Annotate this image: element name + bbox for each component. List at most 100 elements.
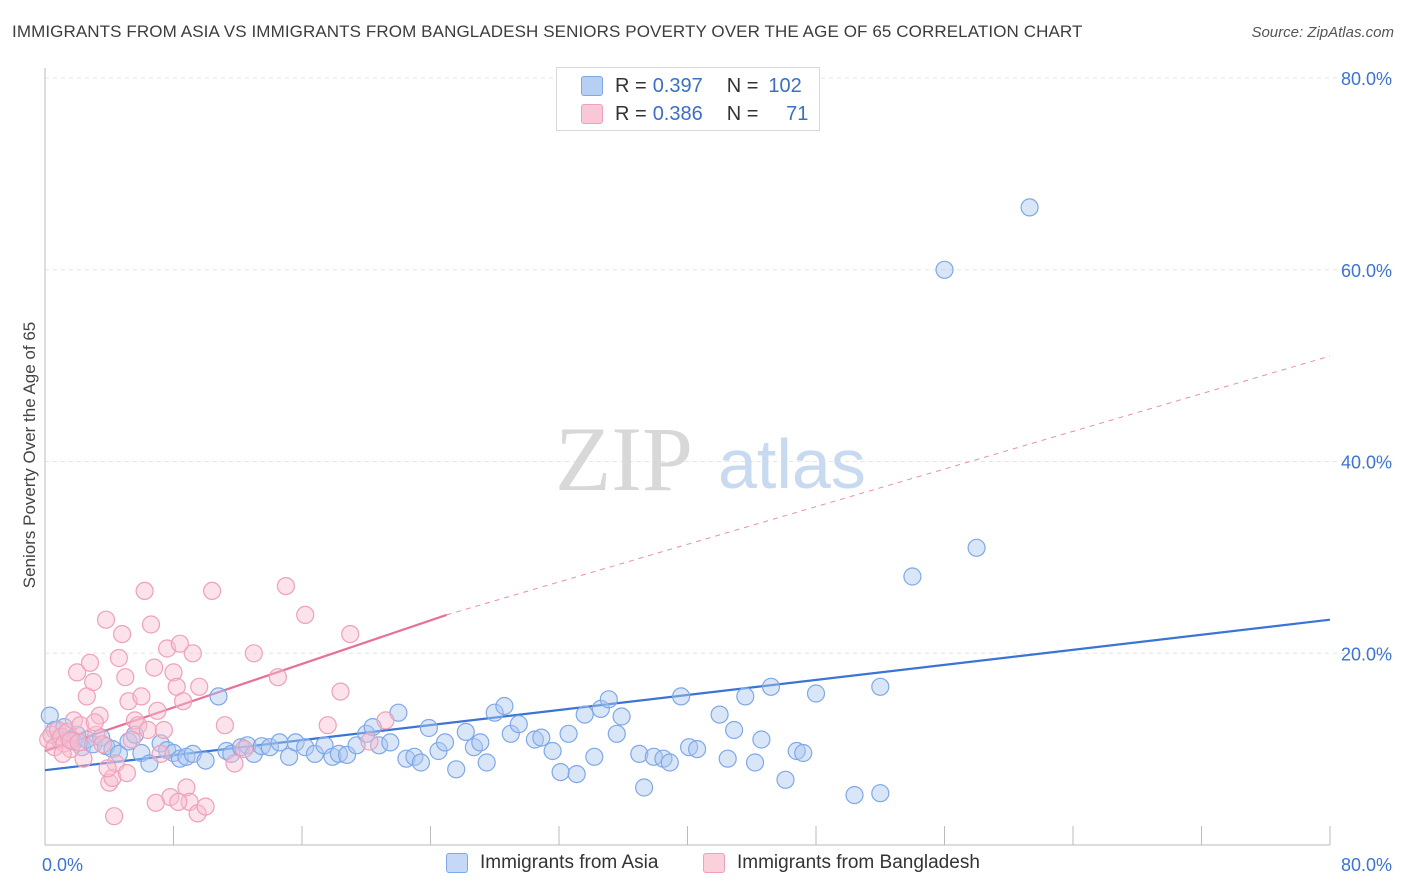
point-bangladesh [360,732,379,751]
legend-item-asia[interactable]: Immigrants from Asia [446,852,658,874]
legend-n-value: 71 [786,102,809,125]
chart-title: IMMIGRANTS FROM ASIA VS IMMIGRANTS FROM … [12,22,1083,41]
point-bangladesh [170,634,189,653]
y-tick-label: 40.0% [1341,453,1392,473]
legend-item-bangladesh[interactable]: Immigrants from Bangladesh [703,852,980,874]
point-bangladesh [100,773,119,792]
legend-row-asia: R = 0.397 N = 102 [581,73,802,99]
point-asia [567,764,586,784]
point-asia [660,753,679,772]
point-asia [92,728,111,747]
point-bangladesh [129,716,148,735]
point-asia [575,705,594,724]
point-bangladesh [225,754,244,773]
y-tick-label: 60.0% [1341,261,1392,281]
trend-line-bangladesh [44,613,447,753]
point-asia [447,760,466,779]
point-bangladesh [177,778,196,797]
point-bangladesh [109,648,129,668]
x-tick-label: 0.0% [42,855,83,875]
series-legend: Immigrants from Asia Immigrants from Ban… [0,852,1406,878]
point-asia [634,778,654,797]
legend-swatch-bangladesh [581,104,603,124]
point-bangladesh [80,653,100,672]
point-asia [559,724,578,743]
legend-label-bangladesh: Immigrants from Bangladesh [737,852,980,873]
point-asia [209,687,228,706]
legend-r-label: R = [615,74,647,97]
point-bangladesh [148,701,167,720]
point-asia [270,733,289,752]
point-asia [525,730,545,749]
legend-swatch-bangladesh [703,853,725,873]
tick-labels: 20.0% 40.0% 60.0% 80.0% 0.0% 80.0% [42,69,1392,875]
point-bangladesh [296,605,315,625]
trend-line-bangladesh-extension [446,355,1331,616]
point-asia [260,738,279,757]
trend-lines [44,355,1331,772]
point-asia [495,696,514,716]
point-bangladesh [190,677,209,696]
x-tick-label: 80.0% [1341,855,1392,875]
point-asia [286,733,305,752]
point-asia [509,715,528,734]
point-asia [370,736,389,755]
legend-r-label: R = [615,102,647,125]
trend-line-asia [44,618,1331,772]
point-asia [119,732,138,751]
legend-r-value: 0.386 [652,102,703,125]
y-tick-label: 20.0% [1341,644,1392,664]
point-asia [806,684,826,703]
watermark: ZIP atlas [555,408,866,510]
point-bangladesh [376,711,395,730]
point-bangladesh [146,793,165,812]
point-asia [630,744,649,764]
point-bangladesh [74,749,93,768]
point-asia [456,722,475,742]
legend-n-label: N = [726,102,759,125]
point-asia [109,744,129,764]
legend-label-asia: Immigrants from Asia [480,852,659,873]
gridlines [45,77,1392,654]
point-bangladesh [67,663,87,682]
correlation-legend: R = 0.397 N = 102 R = 0.386 N = 71 [556,67,820,131]
point-bangladesh [84,672,103,692]
point-bangladesh [196,797,215,816]
point-asia [40,706,59,725]
point-bangladesh [85,713,104,732]
point-bangladesh [215,716,234,735]
point-bangladesh [53,744,72,764]
y-tick-label: 80.0% [1341,69,1392,89]
point-bangladesh [116,668,135,687]
point-bangladesh [138,720,157,740]
point-asia [745,753,765,772]
point-bangladesh [341,624,360,644]
point-bangladesh [164,663,183,682]
point-bangladesh [331,682,350,701]
legend-n-label: N = [726,74,759,97]
point-asia [532,728,551,747]
point-asia [903,567,922,586]
point-asia [967,538,986,557]
data-points [39,198,1039,826]
point-bangladesh [244,644,263,663]
point-bangladesh [132,687,151,706]
point-bangladesh [154,720,173,740]
legend-r-value: 0.397 [652,74,703,97]
point-bangladesh [318,716,337,735]
point-asia [871,784,890,803]
point-asia [871,677,890,696]
point-bangladesh [69,733,88,752]
point-asia [381,733,400,752]
point-asia [935,260,954,279]
point-asia [296,738,315,757]
point-bangladesh [151,744,170,764]
point-asia [845,785,864,805]
point-asia [752,730,771,749]
legend-n-value: 102 [768,74,802,97]
point-asia [435,733,455,752]
point-bangladesh [98,759,117,778]
point-bangladesh [135,581,154,601]
point-asia [477,753,496,772]
source-label: Source: ZipAtlas.com [1251,24,1394,41]
